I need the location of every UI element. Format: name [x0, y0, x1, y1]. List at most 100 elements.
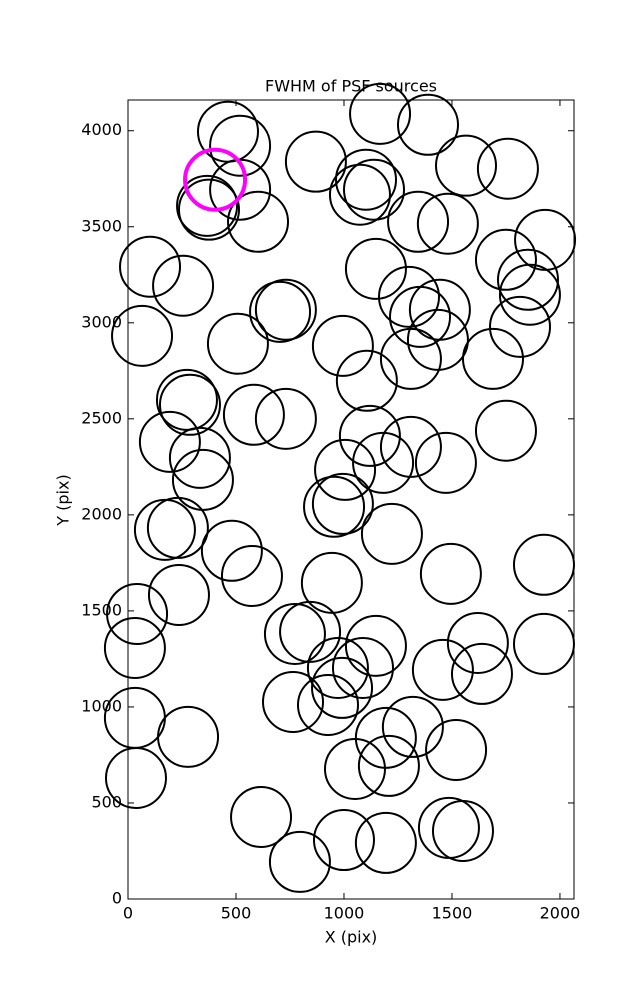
source-circle — [106, 582, 169, 645]
source-circle — [311, 656, 374, 719]
source-circle — [176, 174, 239, 237]
source-circle — [462, 327, 525, 390]
source-circle — [168, 426, 231, 489]
source-circle — [146, 496, 209, 559]
source-circle — [416, 192, 479, 255]
source-circle — [254, 278, 317, 341]
source-circle — [157, 705, 220, 768]
source-circle — [279, 600, 342, 663]
source-circle — [103, 616, 166, 679]
y-tick-label: 4000 — [81, 120, 122, 139]
x-tick-label: 1000 — [324, 904, 365, 923]
source-circle — [262, 670, 325, 733]
source-circle — [396, 93, 459, 156]
source-circle — [360, 502, 423, 565]
source-circle — [335, 148, 398, 211]
source-circle — [476, 137, 539, 200]
source-circle — [331, 636, 394, 699]
source-circle — [227, 190, 290, 253]
y-tick-label: 500 — [91, 792, 122, 811]
source-circle — [344, 237, 407, 300]
source-circle — [435, 134, 498, 197]
source-circle — [268, 830, 331, 893]
source-circle — [446, 611, 509, 674]
y-tick-label: 2000 — [81, 504, 122, 523]
source-circle — [387, 190, 450, 253]
source-circle — [379, 415, 442, 478]
source-circle — [419, 542, 482, 605]
source-circle — [343, 158, 406, 221]
source-circle — [254, 387, 317, 450]
source-circle — [352, 431, 415, 494]
source-circle — [303, 475, 366, 538]
source-circle — [230, 785, 293, 848]
source-circle — [512, 533, 575, 596]
source-circle — [406, 308, 469, 371]
source-circle — [300, 551, 363, 614]
source-circle — [496, 248, 559, 311]
source-circle — [414, 431, 477, 494]
source-circle — [474, 399, 537, 462]
source-circle — [474, 228, 537, 291]
source-circle — [158, 373, 221, 436]
source-circle — [306, 636, 369, 699]
plot-frame — [127, 99, 575, 900]
source-circle — [147, 563, 210, 626]
source-circle — [249, 280, 312, 343]
source-circle — [138, 410, 201, 473]
chart-title: FWHM of PSF sources — [265, 77, 437, 96]
source-circle — [284, 130, 347, 193]
source-circle — [489, 295, 552, 358]
source-circle — [296, 674, 359, 737]
source-circle — [450, 642, 513, 705]
source-circle — [220, 544, 283, 607]
x-tick-label: 500 — [221, 904, 252, 923]
source-circle — [311, 314, 374, 377]
y-tick-label: 1500 — [81, 600, 122, 619]
source-circle — [263, 602, 326, 665]
source-circle — [381, 695, 444, 758]
y-axis-label: Y (pix) — [54, 474, 73, 526]
y-tick-label: 3000 — [81, 312, 122, 331]
source-circle — [328, 163, 391, 226]
source-circle — [209, 114, 272, 177]
source-circle — [177, 178, 240, 241]
source-circle — [209, 158, 272, 221]
source-circle — [312, 809, 375, 872]
source-circle — [314, 438, 377, 501]
source-circle — [183, 147, 248, 212]
source-circle — [200, 519, 263, 582]
y-tick-label: 0 — [112, 889, 122, 908]
y-tick-label: 3500 — [81, 216, 122, 235]
source-circle — [514, 208, 577, 271]
source-circle — [338, 404, 401, 467]
source-circle — [411, 638, 474, 701]
source-circle — [354, 706, 417, 769]
x-axis-label: X (pix) — [325, 928, 378, 947]
source-circle — [512, 612, 575, 675]
source-circle — [111, 304, 174, 367]
source-circle — [344, 614, 407, 677]
x-tick-label: 1500 — [432, 904, 473, 923]
source-circle — [311, 472, 374, 535]
y-tick-label: 1000 — [81, 696, 122, 715]
source-circle — [377, 265, 440, 328]
source-circle — [104, 746, 167, 809]
source-circle — [119, 235, 182, 298]
source-circle — [425, 718, 488, 781]
source-circle — [152, 254, 215, 317]
x-tick-label: 0 — [123, 904, 133, 923]
y-tick-label: 2500 — [81, 408, 122, 427]
source-circle — [408, 278, 471, 341]
source-circle — [431, 800, 494, 863]
x-tick-label: 2000 — [540, 904, 581, 923]
source-circle — [354, 811, 417, 874]
source-circle — [357, 734, 420, 797]
source-circle — [335, 349, 398, 412]
source-circle — [349, 82, 412, 145]
source-circle — [206, 312, 269, 375]
source-circle — [222, 383, 285, 446]
